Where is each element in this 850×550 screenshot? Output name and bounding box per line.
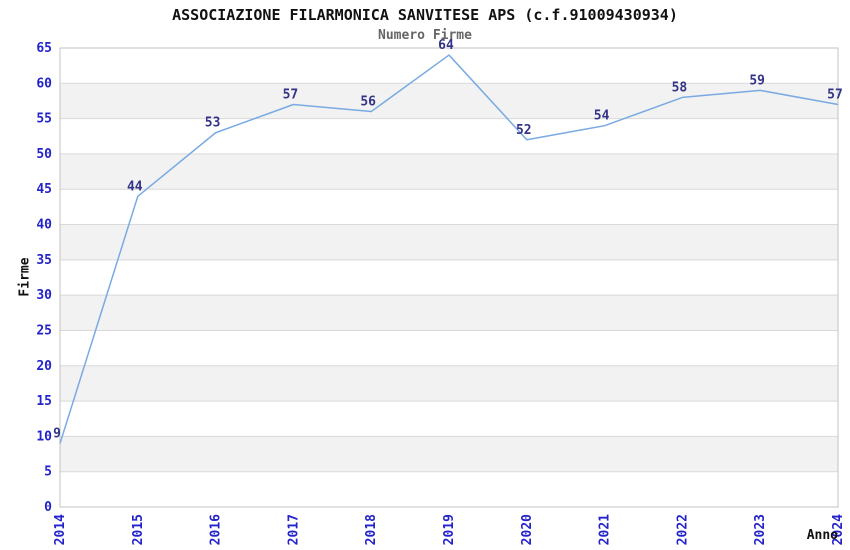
plot-border — [59, 47, 839, 508]
x-tick-label: 2015 — [131, 514, 146, 545]
y-tick-label: 45 — [36, 182, 52, 197]
chart-subtitle: Numero Firme — [378, 28, 472, 43]
x-tick-label: 2014 — [53, 514, 68, 545]
x-tick-label: 2019 — [442, 514, 457, 545]
x-tick-label: 2023 — [753, 514, 768, 545]
data-point-label: 57 — [827, 87, 843, 102]
x-tick-label: 2024 — [831, 514, 846, 545]
y-axis-title: Firme — [17, 257, 33, 297]
data-point-label: 54 — [594, 109, 610, 124]
y-tick-label: 0 — [44, 500, 52, 515]
x-tick-label: 2018 — [364, 514, 379, 545]
data-point-label: 53 — [205, 116, 221, 131]
y-tick-label: 15 — [36, 394, 52, 409]
background-band — [60, 365, 838, 402]
y-tick-label: 40 — [36, 218, 52, 233]
data-point-label: 56 — [360, 95, 376, 110]
y-tick-label: 10 — [36, 429, 52, 444]
background-band — [60, 224, 838, 260]
data-point-label: 44 — [127, 179, 143, 194]
x-tick-label: 2021 — [598, 514, 613, 545]
y-tick-label: 30 — [36, 288, 52, 303]
background-band — [60, 436, 838, 472]
x-tick-label: 2017 — [286, 514, 301, 545]
background-band — [60, 83, 838, 119]
y-tick-label: 5 — [44, 465, 52, 480]
x-tick-label: 2020 — [520, 514, 535, 545]
data-point-label: 57 — [283, 87, 299, 102]
y-tick-label: 65 — [36, 41, 52, 56]
y-tick-label: 50 — [36, 147, 52, 162]
x-axis-title: Anno — [806, 528, 838, 543]
y-tick-label: 35 — [36, 253, 52, 268]
data-point-label: 52 — [516, 123, 532, 138]
y-tick-label: 55 — [36, 112, 52, 127]
data-point-label: 59 — [749, 73, 765, 88]
data-point-label: 9 — [53, 426, 61, 441]
y-tick-label: 60 — [36, 76, 52, 91]
x-tick-label: 2022 — [675, 514, 690, 545]
x-tick-label: 2016 — [209, 514, 224, 545]
data-line — [59, 54, 839, 444]
chart-title: ASSOCIAZIONE FILARMONICA SANVITESE APS (… — [172, 6, 678, 24]
background-band — [60, 295, 838, 331]
y-tick-label: 20 — [36, 359, 52, 374]
data-point-label: 58 — [672, 80, 688, 95]
background-band — [60, 153, 838, 190]
data-point-label: 64 — [438, 38, 454, 53]
y-tick-label: 25 — [36, 323, 52, 338]
